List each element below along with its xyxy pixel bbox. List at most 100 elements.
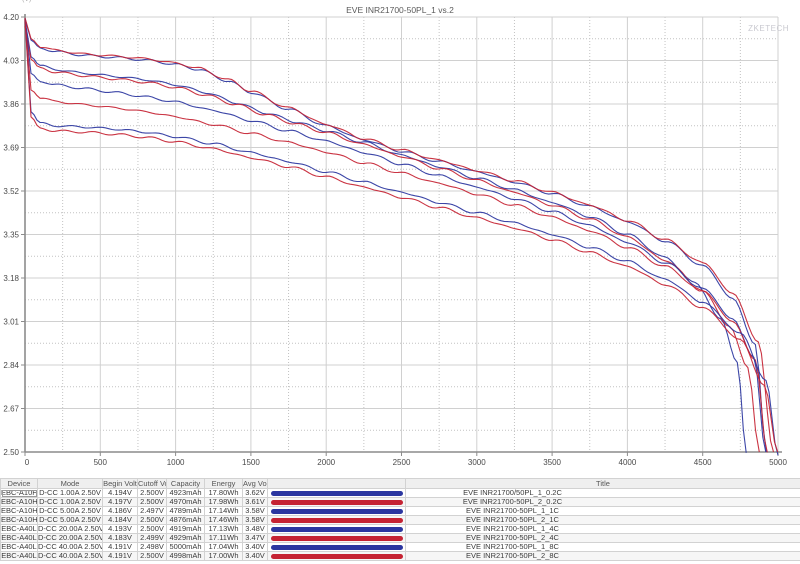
- cell-cutoff-volt: 2.500V: [137, 488, 167, 498]
- series-color-bar-cell: [267, 506, 406, 516]
- cell-begin-volt: 4.186V: [102, 506, 138, 516]
- x-tick-label: 5000: [769, 458, 787, 467]
- cell-mode: D-CC 5.00A 2.50V: [37, 515, 103, 525]
- table-row[interactable]: EBC-A10H D-CC 1.00A 2.50V 4.194V 2.500V 4923…: [0, 488, 800, 498]
- y-tick-label: 3.86: [3, 100, 19, 109]
- cell-avg-volt: 3.47V: [242, 533, 268, 543]
- y-tick-label: 3.18: [3, 274, 19, 283]
- cell-title: EVE INR21700-50PL_2_8C: [405, 551, 800, 561]
- x-tick-label: 3000: [468, 458, 486, 467]
- table-row[interactable]: EBC-A40L D-CC 20.00A 2.50V 4.193V 2.500V 491…: [0, 524, 800, 534]
- discharge-curve-plot: 4.20 4.03 3.86 3.69 3.52 3.35 3.18 3.01 2.84 2.67…: [3, 13, 787, 467]
- y-tick-label: 2.67: [3, 405, 19, 414]
- series-color-bar-cell: [267, 488, 406, 498]
- series-color-bar-red: [270, 517, 403, 523]
- y-tick-label: 3.35: [3, 231, 19, 240]
- cell-mode: D-CC 1.00A 2.50V: [37, 488, 103, 498]
- cell-device: EBC-A10H: [0, 515, 38, 525]
- column-header-capacity[interactable]: Capacity: [166, 478, 205, 489]
- discharge-curve: [24, 18, 767, 453]
- x-tick-label: 3500: [543, 458, 561, 467]
- cell-avg-volt: 3.40V: [242, 542, 268, 552]
- cell-title: EVE INR21700/50PL_1_0.2C: [405, 488, 800, 498]
- y-axis-unit-label: (V): [22, 0, 31, 3]
- cell-energy: 17.04Wh: [204, 542, 243, 552]
- series-color-bar-cell: [267, 533, 406, 543]
- x-tick-label: 0: [25, 458, 30, 467]
- discharge-curve: [24, 19, 779, 453]
- series-color-bar-blue: [270, 490, 403, 496]
- x-tick-label: 2500: [393, 458, 411, 467]
- cell-begin-volt: 4.183V: [102, 533, 138, 543]
- cell-avg-volt: 3.61V: [242, 497, 268, 507]
- column-header-bar[interactable]: [267, 478, 406, 489]
- cell-mode: D-CC 40.00A 2.50V: [37, 542, 103, 552]
- cell-avg-volt: 3.48V: [242, 524, 268, 534]
- cell-capacity: 4998mAh: [166, 551, 205, 561]
- discharge-curve: [24, 20, 747, 453]
- cell-capacity: 4923mAh: [166, 488, 205, 498]
- x-tick-label: 4000: [619, 458, 637, 467]
- series-color-bar-cell: [267, 515, 406, 525]
- column-header-title[interactable]: Title: [405, 478, 800, 489]
- cell-title: EVE INR21700-50PL_2_1C: [405, 515, 800, 525]
- discharge-curve: [24, 18, 768, 453]
- cell-cutoff-volt: 2.498V: [137, 542, 167, 552]
- cell-device: EBC-A40L: [0, 533, 38, 543]
- cell-capacity: 4929mAh: [166, 533, 205, 543]
- cell-avg-volt: 3.62V: [242, 488, 268, 498]
- cell-title: EVE INR21700-50PL_2_0.2C: [405, 497, 800, 507]
- discharge-curve: [24, 17, 775, 453]
- series-color-bar-red: [270, 535, 403, 541]
- cell-capacity: 4876mAh: [166, 515, 205, 525]
- y-tick-label: 2.84: [3, 361, 19, 370]
- table-row[interactable]: EBC-A40L D-CC 40.00A 2.50V 4.191V 2.500V 499…: [0, 551, 800, 561]
- cell-energy: 17.80Wh: [204, 488, 243, 498]
- cell-capacity: 4789mAh: [166, 506, 205, 516]
- column-header-avg-volt[interactable]: Avg Volt: [242, 478, 268, 489]
- cell-avg-volt: 3.58V: [242, 515, 268, 525]
- cell-cutoff-volt: 2.499V: [137, 533, 167, 543]
- cell-avg-volt: 3.40V: [242, 551, 268, 561]
- x-tick-label: 2000: [317, 458, 335, 467]
- cell-device: EBC-A40L: [0, 542, 38, 552]
- discharge-curve: [24, 19, 779, 456]
- cell-title: EVE INR21700-50PL_1_4C: [405, 524, 800, 534]
- table-row[interactable]: EBC-A40L D-CC 40.00A 2.50V 4.191V 2.498V 500…: [0, 542, 800, 552]
- cell-capacity: 5000mAh: [166, 542, 205, 552]
- cell-begin-volt: 4.197V: [102, 497, 138, 507]
- series-color-bar-cell: [267, 551, 406, 561]
- column-header-begin-volt[interactable]: Begin Volt: [102, 478, 138, 489]
- y-tick-label: 3.69: [3, 144, 19, 153]
- x-tick-label: 500: [94, 458, 108, 467]
- cell-energy: 17.00Wh: [204, 551, 243, 561]
- x-tick-label: 4500: [694, 458, 712, 467]
- column-header-cutoff-volt[interactable]: Cutoff Volt: [137, 478, 167, 489]
- cell-mode: D-CC 1.00A 2.50V: [37, 497, 103, 507]
- table-row[interactable]: EBC-A40L D-CC 20.00A 2.50V 4.183V 2.499V 492…: [0, 533, 800, 543]
- table-row[interactable]: EBC-A10H D-CC 1.00A 2.50V 4.197V 2.500V 4970…: [0, 497, 800, 507]
- y-tick-label: 3.01: [3, 318, 19, 327]
- cell-capacity: 4919mAh: [166, 524, 205, 534]
- series-color-bar-red: [270, 553, 403, 559]
- cell-device[interactable]: EBC-A10H: [0, 488, 38, 498]
- cell-energy: 17.98Wh: [204, 497, 243, 507]
- cell-cutoff-volt: 2.500V: [137, 515, 167, 525]
- cell-energy: 17.14Wh: [204, 506, 243, 516]
- series-color-bar-cell: [267, 497, 406, 507]
- column-header-device[interactable]: Device: [0, 478, 38, 489]
- series-color-bar-blue: [270, 544, 403, 550]
- cell-device: EBC-A40L: [0, 524, 38, 534]
- table-row[interactable]: EBC-A10H D-CC 5.00A 2.50V 4.184V 2.500V 4876…: [0, 515, 800, 525]
- series-color-bar-blue: [270, 526, 403, 532]
- x-tick-label: 1500: [242, 458, 260, 467]
- column-header-mode[interactable]: Mode: [37, 478, 103, 489]
- table-row[interactable]: EBC-A10H D-CC 5.00A 2.50V 4.186V 2.497V 4789…: [0, 506, 800, 516]
- cell-mode: D-CC 5.00A 2.50V: [37, 506, 103, 516]
- series-color-bar-cell: [267, 542, 406, 552]
- column-header-energy[interactable]: Energy: [204, 478, 243, 489]
